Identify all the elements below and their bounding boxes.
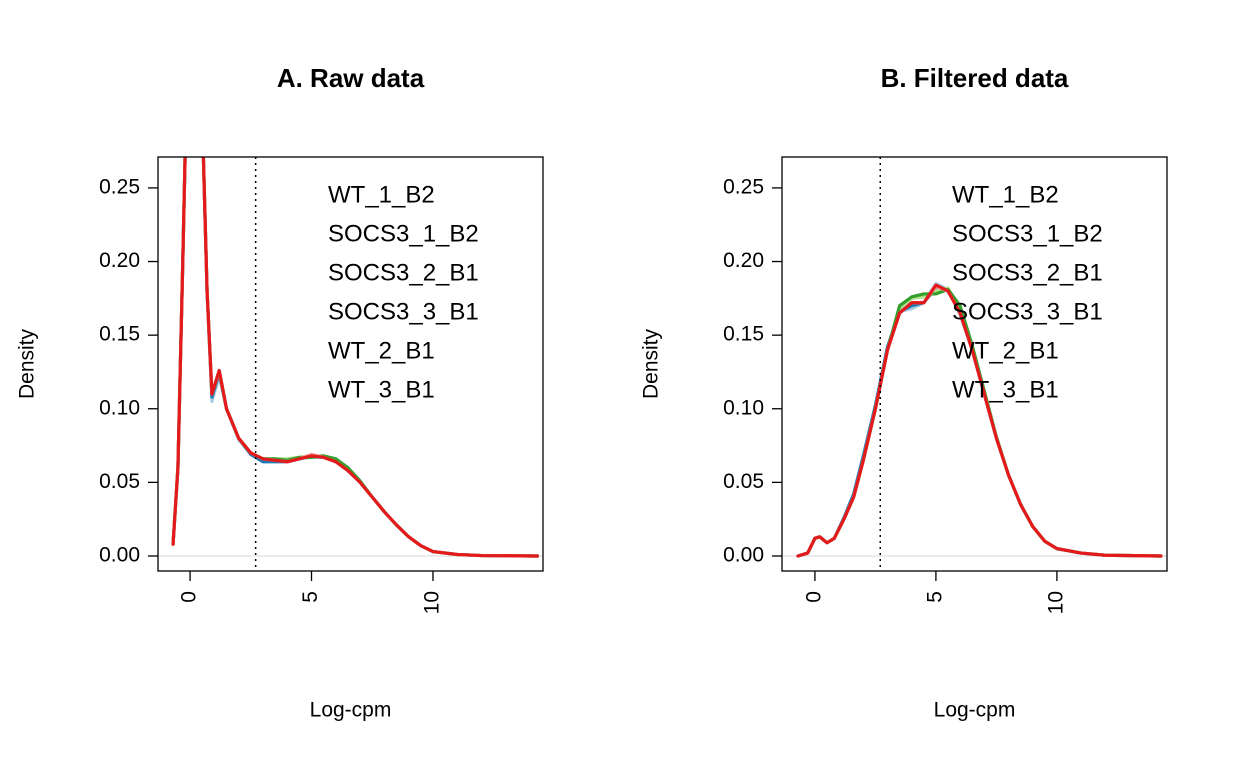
density-line [796, 286, 1163, 558]
y-tick-label: 0.05 [99, 470, 140, 493]
y-tick-label: 0.10 [723, 396, 764, 419]
x-axis-label: Log-cpm [310, 699, 392, 722]
lines [171, 157, 540, 558]
legend-entry: WT_3_B1 [328, 376, 435, 403]
x-tick-label: 5 [299, 591, 322, 603]
y-tick-label: 0.00 [99, 544, 140, 567]
chart-title: B. Filtered data [881, 63, 1069, 93]
legend-entry: WT_3_B1 [952, 376, 1059, 403]
x-tick-label: 5 [923, 591, 946, 603]
y-tick-label: 0.00 [723, 544, 764, 567]
density-line [796, 287, 1163, 558]
plot-box [781, 156, 1168, 572]
legend-entry: WT_2_B1 [952, 337, 1059, 364]
legend-entry: WT_1_B2 [952, 181, 1059, 208]
legend-entry: SOCS3_2_B1 [328, 259, 479, 286]
lines [796, 282, 1163, 558]
legend-entry: SOCS3_3_B1 [328, 298, 479, 325]
legend-entry: WT_2_B1 [328, 337, 435, 364]
y-tick-label: 0.10 [99, 396, 140, 419]
y-axis-label: Density [640, 328, 663, 399]
x-axis-label: Log-cpm [934, 699, 1016, 722]
density-line [171, 157, 540, 558]
legend-entry: SOCS3_3_B1 [952, 298, 1103, 325]
density-line [796, 284, 1163, 558]
legend-entry: SOCS3_2_B1 [952, 259, 1103, 286]
legend-entry: WT_1_B2 [328, 181, 435, 208]
y-tick-label: 0.15 [99, 323, 140, 346]
y-tick-label: 0.20 [723, 249, 764, 272]
y-axis-label: Density [16, 328, 39, 399]
y-tick-label: 0.15 [723, 323, 764, 346]
density-line [796, 283, 1163, 558]
x-tick-label: 0 [802, 591, 825, 603]
x-tick-label: 10 [421, 591, 444, 614]
y-tick-label: 0.20 [99, 249, 140, 272]
legend-entry: SOCS3_1_B2 [952, 220, 1103, 247]
y-tick-label: 0.05 [723, 470, 764, 493]
density-line [796, 286, 1163, 558]
x-tick-label: 10 [1044, 591, 1067, 614]
plot-box [157, 156, 544, 572]
y-tick-label: 0.25 [723, 175, 764, 198]
legend-entry: SOCS3_1_B2 [328, 220, 479, 247]
y-tick-label: 0.25 [99, 175, 140, 198]
x-tick-label: 0 [178, 591, 201, 603]
chart-title: A. Raw data [277, 63, 425, 93]
